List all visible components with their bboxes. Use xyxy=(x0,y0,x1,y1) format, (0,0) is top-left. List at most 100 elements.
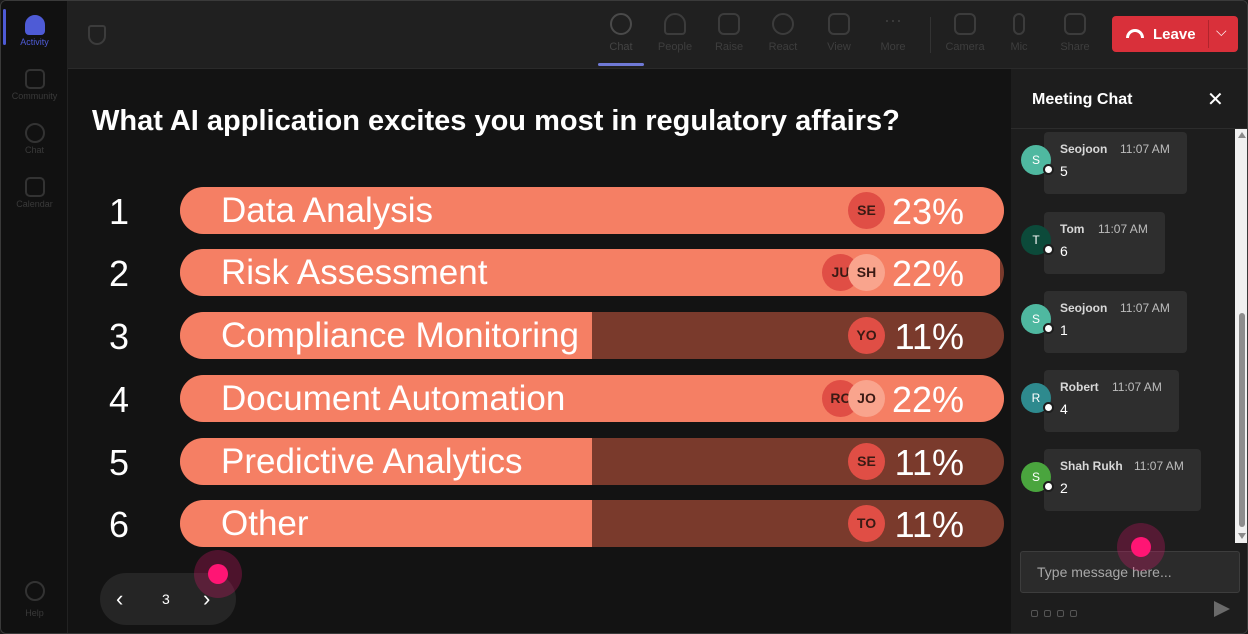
page-number: 3 xyxy=(162,591,170,607)
grid-view-icon xyxy=(828,13,850,35)
poll-option-label: Other xyxy=(221,504,309,543)
close-icon[interactable]: ✕ xyxy=(1207,89,1224,111)
toolbar-button-label: Camera xyxy=(945,41,985,53)
attach-icon[interactable] xyxy=(1044,610,1051,617)
meeting-toolbar: Chat People Raise React View ··· More Ca… xyxy=(68,1,1247,69)
message-bubble[interactable]: Robert 11:07 AM 4 xyxy=(1044,370,1179,432)
toolbar-view-button[interactable]: View xyxy=(814,13,864,61)
poll-result-bar: Predictive Analytics SE 11% xyxy=(180,438,1004,485)
chat-message: Robert 11:07 AM 4 R xyxy=(1011,367,1235,432)
toolbar-raise-button[interactable]: Raise xyxy=(704,13,754,61)
pointer-highlight xyxy=(194,550,242,598)
format-icon[interactable] xyxy=(1031,610,1038,617)
chat-icon xyxy=(610,13,632,35)
toolbar-mic-button[interactable]: Mic xyxy=(994,13,1044,61)
raise-hand-icon xyxy=(718,13,740,35)
poll-option-percent: 11% xyxy=(894,316,964,357)
message-bubble[interactable]: Seojoon 11:07 AM 5 xyxy=(1044,132,1187,194)
chat-title: Meeting Chat xyxy=(1032,91,1133,108)
leave-button[interactable]: Leave ⌵ xyxy=(1112,16,1238,52)
message-timestamp: 11:07 AM xyxy=(1120,142,1170,156)
rail-item-calendar[interactable]: Calendar xyxy=(1,169,68,221)
rail-item-community[interactable]: Community xyxy=(1,61,68,113)
message-timestamp: 11:07 AM xyxy=(1112,380,1162,394)
message-text: 1 xyxy=(1060,322,1068,338)
toolbar-people-button[interactable]: People xyxy=(650,13,700,61)
poll-option-label: Data Analysis xyxy=(221,191,434,230)
chat-scrollbar[interactable] xyxy=(1235,129,1247,543)
poll-result-fill xyxy=(180,438,592,485)
toolbar-button-label: Share xyxy=(1060,41,1090,53)
microphone-icon xyxy=(1013,13,1025,35)
rail-item-activity[interactable]: Activity xyxy=(1,7,68,59)
toolbar-button-label: People xyxy=(657,41,693,53)
toolbar-button-label: Raise xyxy=(714,41,744,53)
poll-option-number: 4 xyxy=(108,379,130,420)
toolbar-button-label: More xyxy=(880,41,906,53)
poll-option-number: 6 xyxy=(108,504,130,545)
chat-message-list[interactable]: Seojoon 11:07 AM 5 S Tom 11:07 AM 6 T Seojoon 11:… xyxy=(1011,129,1235,543)
chat-message: Seojoon 11:07 AM 1 S xyxy=(1011,288,1235,353)
poll-option-percent: 23% xyxy=(891,191,964,232)
chat-message: Tom 11:07 AM 6 T xyxy=(1011,209,1235,274)
poll-result-bar: Risk Assessment JU SH 22% xyxy=(180,249,1004,296)
chevron-down-icon[interactable]: ⌵ xyxy=(1216,23,1227,39)
message-bubble[interactable]: Tom 11:07 AM 6 xyxy=(1044,212,1165,274)
toolbar-chat-button[interactable]: Chat xyxy=(596,13,646,61)
toolbar-camera-button[interactable]: Camera xyxy=(940,13,990,61)
message-author: Shah Rukh xyxy=(1060,459,1123,473)
poll-option-percent: 11% xyxy=(894,442,964,483)
chat-message: Seojoon 11:07 AM 5 S xyxy=(1011,129,1235,194)
toolbar-share-button[interactable]: Share xyxy=(1050,13,1100,61)
message-text: 6 xyxy=(1060,243,1068,259)
rail-item-label: Chat xyxy=(24,145,44,155)
shield-icon[interactable] xyxy=(88,25,106,45)
poll-option-number: 1 xyxy=(108,191,130,232)
pointer-highlight xyxy=(1117,523,1165,571)
community-icon xyxy=(24,69,45,89)
emoji-icon[interactable] xyxy=(1057,610,1064,617)
presence-status-icon xyxy=(1043,164,1054,175)
toolbar-button-label: View xyxy=(827,41,851,53)
message-text: 4 xyxy=(1060,401,1068,417)
message-bubble[interactable]: Shah Rukh 11:07 AM 2 xyxy=(1044,449,1201,511)
chat-message-input[interactable] xyxy=(1021,552,1239,592)
rail-item-chat[interactable]: Chat xyxy=(1,115,68,167)
poll-option-percent: 22% xyxy=(891,253,964,294)
scroll-up-icon[interactable] xyxy=(1238,132,1246,138)
poll-result-bar: Document Automation RC JO 22% xyxy=(180,375,1004,422)
poll-option-label: Document Automation xyxy=(221,379,566,418)
rail-item-label: Calendar xyxy=(16,199,53,209)
leave-label: Leave xyxy=(1153,26,1196,43)
message-text: 2 xyxy=(1060,480,1068,496)
chat-bubble-icon xyxy=(24,123,45,143)
poll-option-number: 5 xyxy=(108,442,130,483)
voter-avatar: SH xyxy=(848,254,885,291)
poll-option-number: 2 xyxy=(108,253,130,294)
scrollbar-thumb[interactable] xyxy=(1239,313,1245,527)
poll-option-label: Risk Assessment xyxy=(221,253,488,292)
chevron-left-icon[interactable]: ‹ xyxy=(116,586,124,611)
chat-compose-box[interactable] xyxy=(1020,551,1240,593)
scroll-down-icon[interactable] xyxy=(1238,533,1246,539)
voter-avatar: SE xyxy=(848,443,885,480)
chevron-right-icon[interactable]: › xyxy=(203,586,211,611)
gif-icon[interactable] xyxy=(1070,610,1077,617)
meeting-chat-panel: Meeting Chat ✕ Seojoon 11:07 AM 5 S Tom 11:07… xyxy=(1011,69,1247,633)
active-tab-indicator xyxy=(598,63,644,66)
app-rail: Activity Community Chat Calendar Help xyxy=(1,1,68,633)
send-icon[interactable] xyxy=(1214,601,1230,617)
message-timestamp: 11:07 AM xyxy=(1134,459,1184,473)
message-author: Robert xyxy=(1060,380,1099,394)
voter-avatar: JO xyxy=(848,380,885,417)
bell-icon xyxy=(24,15,45,35)
toolbar-react-button[interactable]: React xyxy=(758,13,808,61)
toolbar-more-button[interactable]: ··· More xyxy=(868,11,918,61)
presence-status-icon xyxy=(1043,323,1054,334)
toolbar-divider xyxy=(930,17,931,53)
message-bubble[interactable]: Seojoon 11:07 AM 1 xyxy=(1044,291,1187,353)
rail-item-help[interactable]: Help xyxy=(1,575,68,621)
toolbar-button-label: Chat xyxy=(609,41,633,53)
poll-option-percent: 11% xyxy=(894,504,964,545)
